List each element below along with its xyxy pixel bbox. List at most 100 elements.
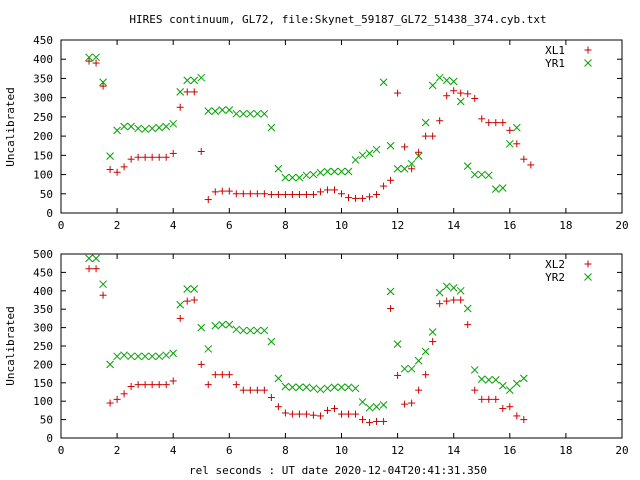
chart-2-series-0-point-60 xyxy=(506,403,514,411)
chart-2-series-0-point-47 xyxy=(415,386,423,394)
chart-2-series-1-point-26-d2 xyxy=(267,337,276,346)
chart-2-series-0-point-59 xyxy=(499,405,507,413)
chart-1-frame xyxy=(60,39,623,214)
chart-2-series-0-point-42 xyxy=(380,417,388,425)
chart-1-series-1-point-48-d2 xyxy=(421,118,430,127)
chart-1-xtick-label-7: 14 xyxy=(447,219,461,232)
chart-2-series-1-point-48 xyxy=(421,347,430,356)
chart-1-series-1-point-37-d2 xyxy=(344,167,353,176)
chart-1-series-0-point-3 xyxy=(106,166,114,174)
chart-2-series-1-point-58-d2 xyxy=(491,376,500,384)
chart-1-series-0-point-9 xyxy=(148,153,156,161)
chart-2-ytick-label-10: 500 xyxy=(33,248,53,261)
chart-1-series-1-point-41-d2 xyxy=(372,145,381,154)
chart-1-series-0-point-31 xyxy=(302,191,310,199)
chart-2-series-1-point-25-d2 xyxy=(260,326,269,335)
chart-1-series-0-point-44 xyxy=(394,89,402,97)
chart-2-xtick-label-2: 4 xyxy=(170,444,177,457)
chart-2-series-1-point-34 xyxy=(323,384,332,393)
chart-2-series-1-point-11-d2 xyxy=(162,351,171,360)
chart-2-series-0-point-19 xyxy=(218,371,226,379)
chart-1-series-0-point-47 xyxy=(415,148,423,156)
chart-2-series-1-point-16 xyxy=(197,323,206,332)
chart-1-series-1-point-55 xyxy=(470,170,479,179)
chart-2-series-1-point-47 xyxy=(414,356,423,365)
chart-2-series-1-point-35-d2 xyxy=(330,383,339,392)
chart-1-series-0-point-41 xyxy=(373,191,381,199)
chart-1-series-1-point-44 xyxy=(393,164,402,173)
chart-2-series-1-point-21 xyxy=(232,325,241,334)
chart-1-series-1-point-31 xyxy=(302,171,311,180)
chart-1-series-1-point-25-d2 xyxy=(260,109,269,118)
chart-2-series-1-point-7 xyxy=(134,352,142,361)
chart-1-series-1-point-61-d2 xyxy=(512,123,521,132)
chart-1-xtick-label-4: 8 xyxy=(282,219,289,232)
chart-1-series-1-point-27-d2 xyxy=(274,164,283,173)
chart-2-series-1-point-22 xyxy=(239,326,248,335)
chart-2-ytick-label-3: 150 xyxy=(33,377,53,390)
chart-2-series-1-point-44-d2 xyxy=(393,340,402,349)
chart-1-series-1-point-28-d2 xyxy=(281,173,290,182)
chart-2-series-0-point-31 xyxy=(302,410,310,418)
chart-2-series-1-point-11 xyxy=(162,351,171,360)
chart-2-series-1-point-57-d2 xyxy=(484,376,493,384)
chart-1-series-1-point-58 xyxy=(491,185,500,194)
chart-1-series-1-point-15-d2 xyxy=(190,76,199,85)
chart-2-series-1-point-4 xyxy=(113,352,121,361)
chart-2-xtick-label-1: 2 xyxy=(114,444,121,457)
chart-2-series-0-point-18 xyxy=(211,371,219,379)
chart-2-series-1-point-53-d2 xyxy=(456,286,465,295)
chart-1-series-0-point-42 xyxy=(380,182,388,190)
chart-2-series-1-point-20-d2 xyxy=(225,320,234,329)
chart-2-series-1-point-28-d2 xyxy=(281,382,290,391)
chart-1-series-0-point-37 xyxy=(345,194,353,202)
chart-1-xtick-label-2: 4 xyxy=(170,219,177,232)
chart-1-series-1-point-58-d2 xyxy=(491,185,500,194)
chart-2-plot: 0 2 4 6 8 10 12 14 16 18 2005010015020025030035040… xyxy=(33,248,629,457)
chart-1-series-0-point-53 xyxy=(457,89,465,97)
chart-2-series-0-point-5 xyxy=(120,390,128,398)
chart-2-series-1-point-39-d2 xyxy=(358,398,367,406)
chart-1-series-0-point-17 xyxy=(204,196,212,204)
chart-2-ytick-label-7: 350 xyxy=(33,303,53,316)
chart-2-series-1-point-60 xyxy=(505,386,514,395)
chart-1-series-1-point-15 xyxy=(190,76,199,85)
chart-2-series-1-point-24-d2 xyxy=(253,326,262,335)
chart-1-series-0-point-57 xyxy=(485,119,493,127)
chart-1-series-1-point-27 xyxy=(274,164,283,173)
chart-2-series-1-point-50 xyxy=(435,288,444,297)
chart-2-series-1-point-1 xyxy=(92,254,100,263)
chart-1-series-1-point-1-d2 xyxy=(92,53,100,62)
chart-1-series-1-point-55-d2 xyxy=(470,170,479,179)
chart-1-series-0-point-39 xyxy=(359,194,367,202)
chart-1-series-0-point-45 xyxy=(401,143,409,151)
chart-1-series-1-point-29 xyxy=(288,173,297,182)
chart-2-series-1-point-0-d2 xyxy=(85,254,93,263)
chart-2-series-1-point-10 xyxy=(155,352,164,361)
chart-2-ylabel: Uncalibrated xyxy=(4,306,17,385)
chart-2-series-0-point-30 xyxy=(295,410,303,418)
chart-2-series-1-point-24 xyxy=(253,326,262,335)
chart-1-series-1-point-7-d2 xyxy=(134,124,142,133)
chart-2-series-0-point-3 xyxy=(106,399,114,407)
chart-2-series-1-point-39 xyxy=(358,398,367,406)
chart-1-series-1-point-60 xyxy=(505,139,514,148)
chart-1-series-0-point-12 xyxy=(169,149,177,157)
chart-1-series-1-point-61 xyxy=(512,123,521,132)
chart-2-series-1-point-45-d2 xyxy=(400,364,409,373)
chart-2-series-1-point-55 xyxy=(470,366,479,374)
chart-2-series-0-point-39 xyxy=(359,416,367,424)
chart-2-series-1-point-17 xyxy=(204,345,213,353)
chart-2-series-1-point-43-d2 xyxy=(386,287,395,296)
chart-2-series-1-point-9 xyxy=(148,352,157,361)
chart-2-series-1-point-41 xyxy=(372,402,381,411)
chart-2-ytick-label-1: 50 xyxy=(40,414,53,427)
chart-1-series-1-point-56 xyxy=(477,170,486,179)
chart-1-series-0-point-10 xyxy=(155,153,163,161)
chart-2-ytick-label-6: 300 xyxy=(33,322,53,335)
chart-2-frame xyxy=(60,253,623,439)
chart-1-series-1-point-19 xyxy=(218,106,227,114)
chart-1-series-1-point-38-d2 xyxy=(351,156,360,164)
chart-1-series-1-point-54-d2 xyxy=(463,162,472,170)
chart-1-series-1-point-52 xyxy=(449,77,458,86)
